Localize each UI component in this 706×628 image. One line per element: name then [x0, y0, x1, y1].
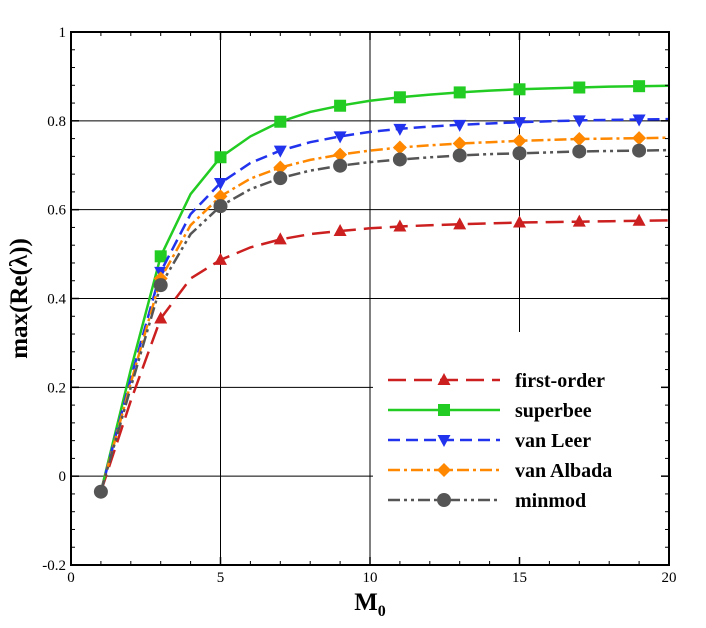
- data-point: [393, 91, 406, 104]
- data-point: [572, 115, 586, 128]
- data-point: [93, 484, 108, 499]
- legend-swatch-marker: [437, 463, 451, 477]
- data-point: [273, 171, 288, 186]
- data-point: [213, 199, 228, 214]
- data-point: [214, 252, 227, 265]
- data-point: [393, 123, 407, 136]
- data-point: [513, 83, 526, 96]
- x-axis-title-subscript: 0: [378, 603, 386, 620]
- data-point: [392, 140, 407, 155]
- x-tick-label: 15: [512, 570, 527, 586]
- data-point: [632, 114, 646, 127]
- y-tick-label: 0: [59, 469, 67, 485]
- data-point: [572, 144, 587, 159]
- data-point: [213, 189, 228, 204]
- data-point: [273, 145, 287, 158]
- data-point: [333, 158, 348, 173]
- legend-swatch-marker: [438, 404, 450, 416]
- legend: first-order superbee van Leer van Albada min…: [388, 370, 612, 512]
- data-point: [572, 132, 587, 147]
- data-point: [453, 119, 467, 132]
- series-group: [93, 143, 670, 499]
- data-point: [513, 117, 526, 130]
- y-tick-label: -0.2: [42, 558, 66, 574]
- legend-label: superbee: [515, 400, 592, 422]
- data-point: [632, 131, 647, 146]
- axes: 0 5 10 15 20-0.200.20.40.60.81: [42, 25, 676, 586]
- series-group: [99, 213, 670, 493]
- legend-background: [373, 332, 668, 564]
- x-tick-label: 5: [217, 570, 225, 586]
- data-point: [632, 213, 646, 226]
- data-point: [513, 215, 526, 228]
- data-point: [452, 136, 467, 151]
- data-point: [333, 223, 347, 236]
- data-point: [153, 278, 168, 293]
- legend-label: van Leer: [515, 430, 591, 452]
- series-group: [99, 114, 670, 493]
- x-tick-label: 20: [662, 570, 677, 586]
- data-point: [154, 250, 167, 263]
- series-layer: [93, 80, 670, 499]
- data-point: [453, 86, 466, 99]
- data-point: [273, 232, 287, 245]
- legend-swatch-marker: [437, 373, 451, 385]
- y-tick-label: 0.8: [47, 114, 66, 130]
- legend-label: minmod: [515, 490, 586, 512]
- data-point: [214, 151, 227, 164]
- data-point: [154, 311, 168, 324]
- data-point: [453, 217, 467, 230]
- data-point: [333, 147, 348, 162]
- x-tick-label: 10: [363, 570, 378, 586]
- legend-label: first-order: [515, 370, 605, 392]
- data-point: [512, 133, 527, 148]
- series-group: [99, 80, 670, 492]
- x-axis-title: M0: [354, 589, 386, 620]
- legend-swatch-marker: [437, 435, 451, 447]
- data-point: [393, 219, 407, 232]
- data-point: [452, 148, 467, 163]
- series-line: [99, 117, 670, 493]
- data-point: [633, 80, 646, 93]
- data-point: [392, 152, 407, 167]
- data-point: [632, 143, 647, 158]
- data-point: [572, 214, 586, 227]
- data-point: [573, 81, 586, 94]
- y-axis-title: max(Re(λ)): [6, 238, 33, 359]
- data-point: [512, 146, 527, 161]
- data-point: [333, 131, 347, 144]
- data-point: [274, 115, 287, 128]
- x-tick-label: 0: [67, 570, 75, 586]
- y-tick-label: 0.2: [47, 380, 66, 396]
- data-point: [273, 160, 288, 175]
- legend-swatch-marker: [437, 493, 451, 507]
- data-point: [334, 99, 347, 112]
- series-line: [99, 219, 670, 493]
- x-axis-title-main: M: [354, 589, 378, 616]
- y-tick-label: 0.4: [47, 292, 66, 308]
- legend-label: van Albada: [515, 460, 612, 482]
- data-point: [214, 178, 227, 191]
- y-tick-label: 1: [59, 25, 67, 41]
- y-tick-label: 0.6: [47, 203, 66, 219]
